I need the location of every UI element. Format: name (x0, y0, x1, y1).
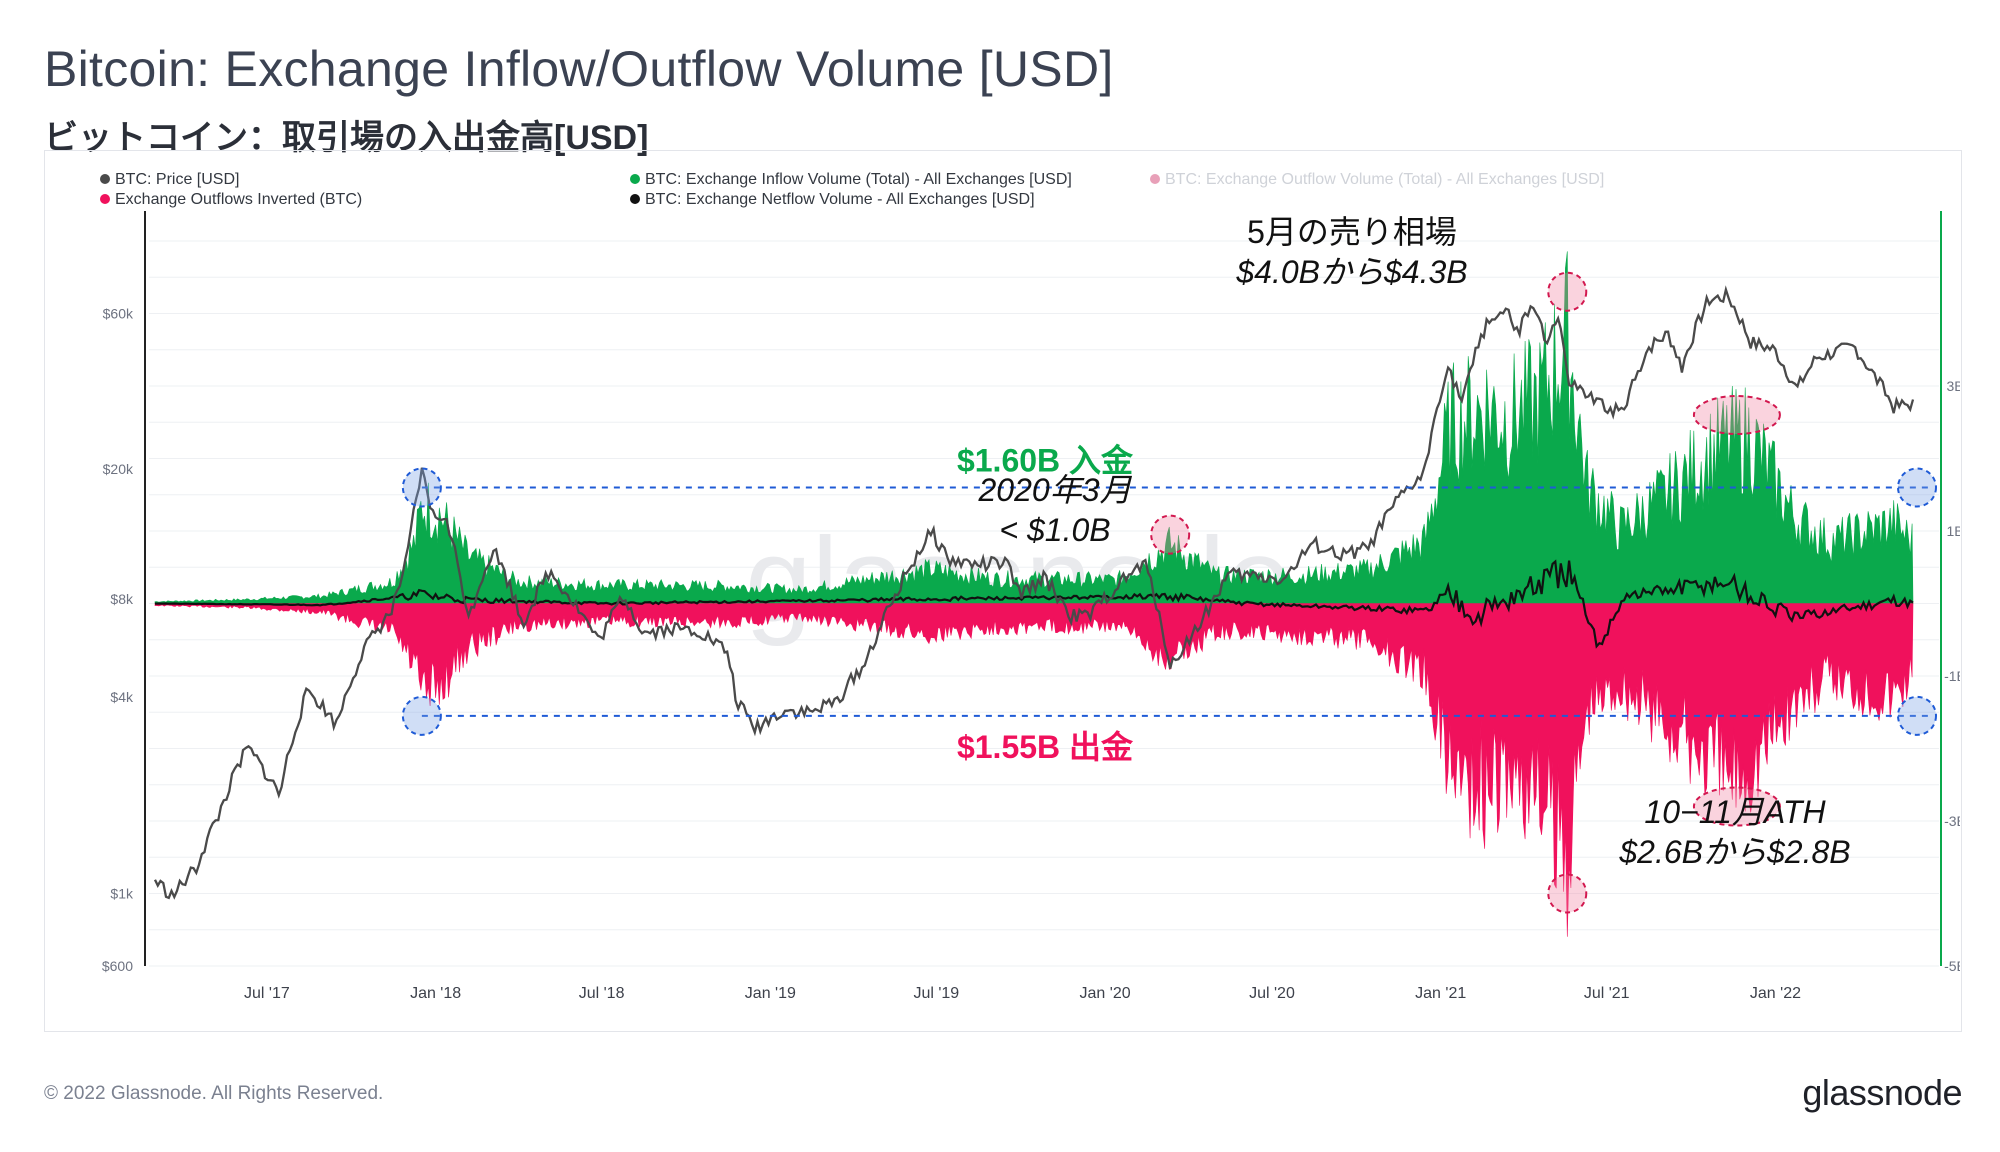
highlight-marker (401, 695, 442, 736)
legend-swatch (100, 174, 110, 184)
netflow-line (155, 559, 1914, 649)
y-left-tick-label: $8k (110, 591, 134, 607)
flow-areas (154, 251, 1914, 937)
x-tick-label: Jan '19 (745, 985, 796, 1002)
y-right-tick-label: -1B (1944, 668, 1960, 684)
annotation-text: 10−11月ATH (1644, 794, 1826, 830)
price-line (153, 285, 1915, 900)
y-left-tick-label: $4k (110, 689, 134, 705)
x-tick-label: Jan '21 (1415, 985, 1466, 1002)
inflow-area (154, 251, 1914, 604)
legend-item[interactable]: BTC: Exchange Inflow Volume (Total) - Al… (645, 171, 1072, 188)
y-right-tick-label: -3B (1944, 813, 1960, 829)
highlight-marker (1897, 467, 1937, 508)
annotation-text: 5月の売り相場 (1247, 214, 1457, 250)
chart-panel: BTC: Price [USD] BTC: Exchange Inflow Vol… (44, 150, 1966, 1032)
x-tick-label: Jul '19 (913, 985, 959, 1002)
x-tick-label: Jan '18 (410, 985, 461, 1002)
x-tick-label: Jul '21 (1584, 985, 1630, 1002)
x-tick-label: Jul '17 (244, 985, 290, 1002)
x-tick-label: Jan '22 (1750, 985, 1801, 1002)
x-tick-label: Jul '20 (1249, 985, 1295, 1002)
highlight-markers (401, 271, 1937, 914)
legend-item[interactable]: BTC: Exchange Outflow Volume (Total) - A… (1165, 171, 1604, 188)
y-right-tick-label: -5B (1944, 958, 1960, 974)
legend-item[interactable]: BTC: Price [USD] (115, 171, 239, 188)
highlight-marker (1150, 514, 1191, 555)
legend-item[interactable]: Exchange Outflows Inverted (BTC) (115, 191, 362, 208)
chart-svg: BTC: Price [USD] BTC: Exchange Inflow Vol… (100, 171, 1966, 1002)
highlight-marker (1547, 271, 1588, 312)
reference-label: $1.55B 出金 (957, 729, 1134, 765)
series-lines (153, 285, 1915, 900)
highlight-marker (1692, 395, 1781, 435)
outflow-area (154, 603, 1914, 937)
y-left-tick-label: $20k (103, 461, 134, 477)
legend-item[interactable]: BTC: Exchange Netflow Volume - All Excha… (645, 191, 1035, 208)
page-title: Bitcoin: Exchange Inflow/Outflow Volume … (44, 41, 1114, 97)
legend-swatch (1150, 174, 1160, 184)
annotation-text: < $1.0B (999, 512, 1110, 548)
reference-lines: $1.60B 入金 $1.55B 出金 (421, 443, 1933, 765)
highlight-marker (1897, 695, 1937, 736)
annotations: 5月の売り相場 $4.0Bから$4.3B 2020年3月 < $1.0B 10−11月A… (978, 214, 1851, 870)
y-left-tick-label: $600 (102, 958, 133, 974)
legend-swatch (630, 194, 640, 204)
y-right-tick-label: 1B (1946, 523, 1960, 539)
axes: $60k $20k $8k $4k $1k $600 3B 1B -1B -3B -5B Jul '1… (102, 211, 1966, 1002)
highlight-marker (401, 467, 442, 508)
y-left-tick-label: $1k (110, 886, 134, 902)
x-tick-label: Jan '20 (1080, 985, 1131, 1002)
legend-swatch (100, 194, 110, 204)
copyright: © 2022 Glassnode. All Rights Reserved. (44, 1083, 384, 1104)
chart-legend: BTC: Price [USD] BTC: Exchange Inflow Vol… (100, 171, 1604, 208)
y-left-tick-label: $60k (103, 305, 134, 321)
y-right-tick-label: 3B (1946, 378, 1960, 394)
annotation-text: 2020年3月 (978, 472, 1133, 508)
legend-swatch (630, 174, 640, 184)
highlight-marker (1692, 786, 1781, 827)
highlight-marker (1547, 873, 1588, 914)
annotation-text: $4.0Bから$4.3B (1235, 254, 1467, 290)
annotation-text: $2.6Bから$2.8B (1618, 834, 1850, 870)
x-tick-label: Jul '18 (579, 985, 625, 1002)
brand-logo[interactable]: glassnode (1802, 1072, 1962, 1113)
reference-label: $1.60B 入金 (957, 443, 1134, 479)
